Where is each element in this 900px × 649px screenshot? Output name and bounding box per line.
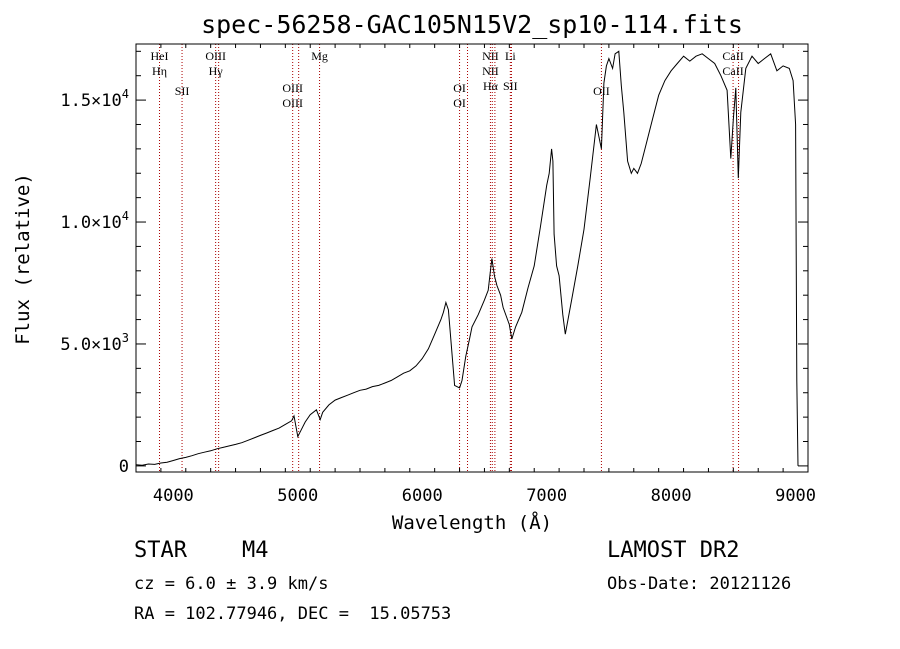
line-label: Hη xyxy=(152,64,167,78)
spectrum-series-line xyxy=(135,50,799,466)
line-label: CaII xyxy=(722,49,743,63)
subclass: M4 xyxy=(242,538,269,563)
x-tick-label: 6000 xyxy=(402,486,443,506)
line-label: OII xyxy=(593,84,610,98)
survey-release: LAMOST DR2 xyxy=(607,538,740,563)
y-tick-label: 0 xyxy=(119,457,129,477)
observation-date: Obs-Date: 20121126 xyxy=(607,574,792,594)
y-tick-label: 5.0×103 xyxy=(60,331,129,355)
line-label: HeI xyxy=(151,49,169,63)
object-type: STAR xyxy=(134,538,187,563)
y-axis-label: Flux (relative) xyxy=(12,173,34,345)
line-label: SII xyxy=(175,84,190,98)
x-axis-label: Wavelength (Å) xyxy=(392,511,552,534)
redshift-velocity: cz = 6.0 ± 3.9 km/s xyxy=(134,574,329,594)
y-tick-label: 1.5×104 xyxy=(60,87,129,111)
line-label: OIII xyxy=(282,96,303,110)
line-label: SII xyxy=(503,79,518,93)
plot-frame xyxy=(135,43,809,473)
line-label: Li xyxy=(505,49,516,63)
y-tick-label: 1.0×104 xyxy=(60,209,129,233)
emission-lines xyxy=(159,44,740,472)
line-labels: HeIHηSIIOIIIHγOIIIOIIIMgOIOINIINIIHαLiSI… xyxy=(151,49,744,110)
x-tick-label: 8000 xyxy=(651,486,692,506)
line-label: OIII xyxy=(282,81,303,95)
line-label: Hγ xyxy=(209,64,224,78)
line-label: NII xyxy=(482,49,499,63)
line-label: Mg xyxy=(311,49,328,63)
x-tick-label: 9000 xyxy=(775,486,816,506)
line-label: OI xyxy=(453,96,466,110)
line-label: NII xyxy=(482,64,499,78)
line-label: CaII xyxy=(722,64,743,78)
axis-tick-labels: 4000 5000 6000 7000 8000 9000 0 5.0×103 1.0×104 1… xyxy=(60,87,816,506)
line-label: Hα xyxy=(483,79,499,93)
coordinates: RA = 102.77946, DEC = 15.05753 xyxy=(134,604,452,624)
x-tick-label: 5000 xyxy=(277,486,318,506)
axis-ticks xyxy=(135,44,809,472)
chart-title: spec-56258-GAC105N15V2_sp10-114.fits xyxy=(201,10,743,39)
x-tick-label: 7000 xyxy=(526,486,567,506)
x-tick-label: 4000 xyxy=(153,486,194,506)
line-label: OIII xyxy=(205,49,226,63)
line-label: OI xyxy=(453,81,466,95)
